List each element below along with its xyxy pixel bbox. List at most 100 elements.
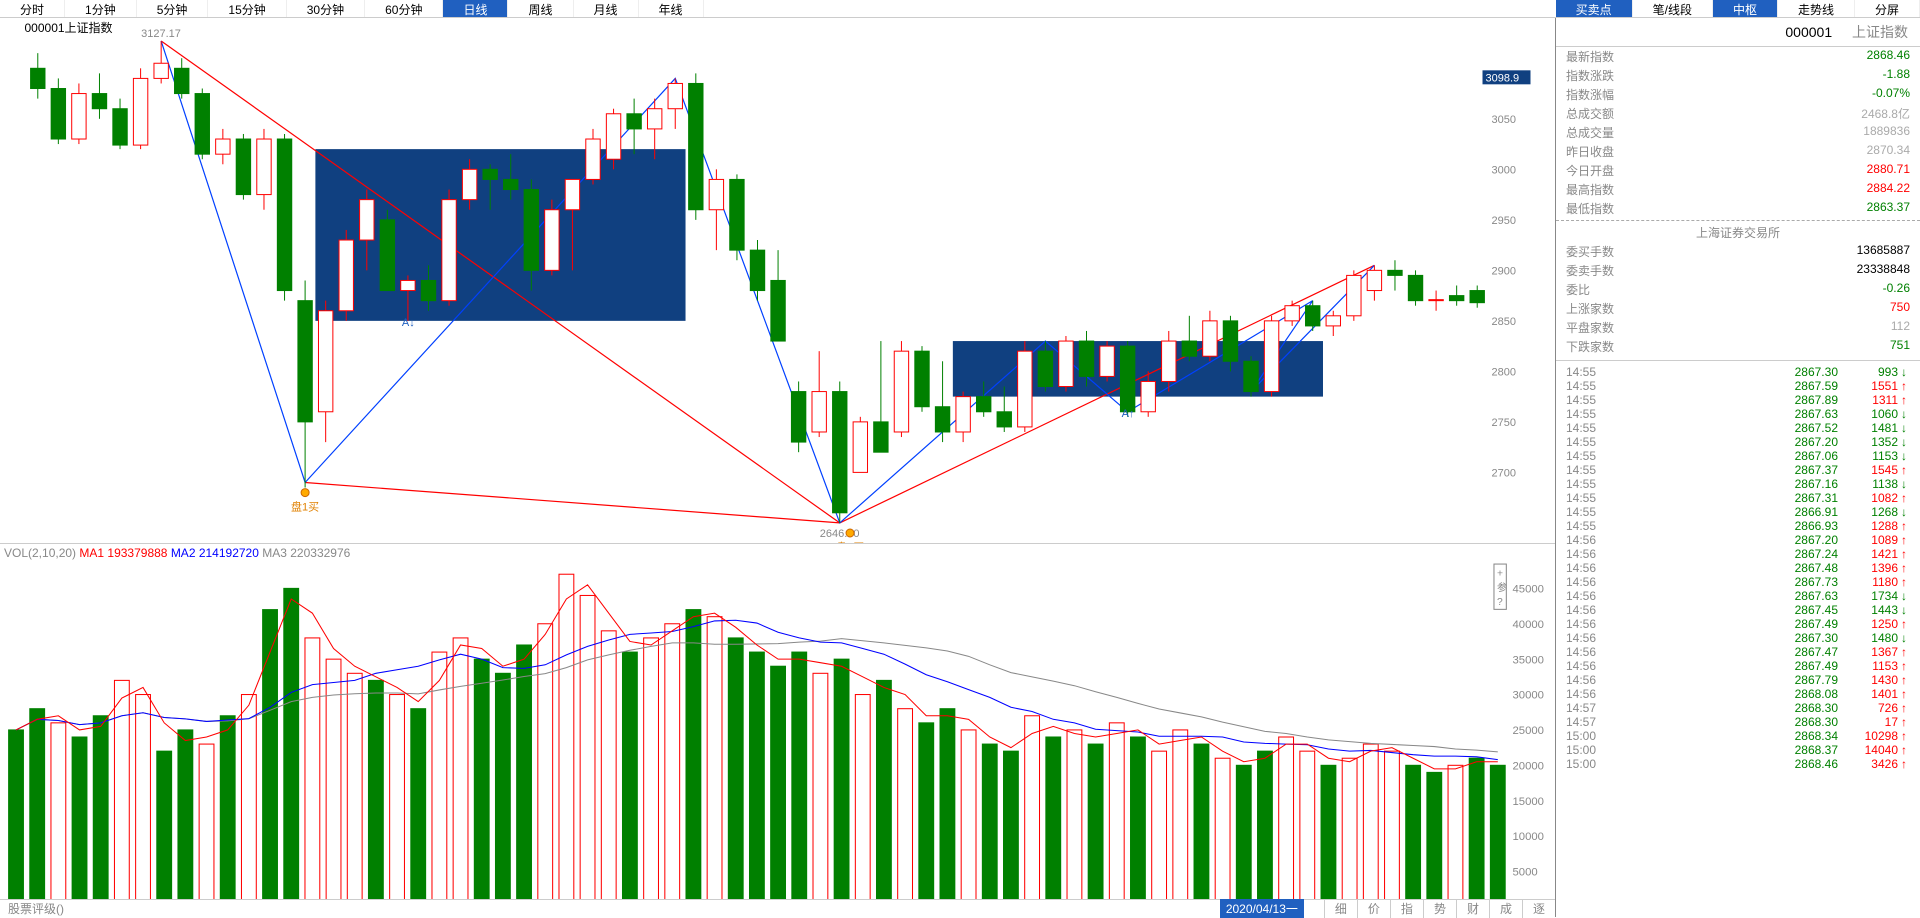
tick-row: 14:562867.491250↑	[1556, 617, 1920, 631]
svg-text:2850: 2850	[1492, 316, 1516, 328]
tick-row: 14:562867.301480↓	[1556, 631, 1920, 645]
overlay-2[interactable]: 中枢	[1713, 0, 1778, 17]
tick-row: 14:552867.311082↑	[1556, 491, 1920, 505]
tick-row: 14:562867.731180↑	[1556, 575, 1920, 589]
tick-row: 14:562867.201089↑	[1556, 533, 1920, 547]
bottom-tab-逐[interactable]: 逐	[1522, 899, 1555, 918]
period-年线[interactable]: 年线	[639, 0, 704, 17]
bottom-tab-成[interactable]: 成	[1489, 899, 1522, 918]
svg-text:3098.9: 3098.9	[1486, 72, 1520, 84]
candlestick-chart[interactable]: 000001上证指数 2700 2750 2800 2850 2900 2950 3000 30…	[0, 18, 1555, 543]
bottom-status-bar: 股票评级() 2020/04/13一 细价指势财成逐	[0, 899, 1555, 917]
period-1分钟[interactable]: 1分钟	[65, 0, 137, 17]
stock-code: 000001	[1785, 24, 1832, 40]
panel-header: 000001 上证指数	[1556, 18, 1920, 47]
tick-row: 14:552867.201352↓	[1556, 435, 1920, 449]
tick-row: 14:552866.931288↑	[1556, 519, 1920, 533]
tick-row: 15:002868.463426↑	[1556, 757, 1920, 771]
svg-text:3000: 3000	[1492, 164, 1516, 176]
stock-name: 上证指数	[1852, 24, 1908, 40]
svg-text:2800: 2800	[1492, 366, 1516, 378]
overlay-tabs: 买卖点笔/线段中枢走势线	[1556, 0, 1855, 17]
volume-chart[interactable]: VOL(2,10,20) MA1 193379888 MA2 214192720…	[0, 543, 1555, 913]
svg-text:2900: 2900	[1492, 265, 1516, 277]
overlay-0[interactable]: 买卖点	[1556, 0, 1633, 17]
chart-date: 2020/04/13一	[1220, 899, 1304, 918]
tick-row: 15:002868.3714040↑	[1556, 743, 1920, 757]
svg-text:3127.17: 3127.17	[141, 28, 181, 40]
period-月线[interactable]: 月线	[574, 0, 639, 17]
tick-row: 15:002868.3410298↑	[1556, 729, 1920, 743]
svg-text:000001上证指数: 000001上证指数	[25, 20, 113, 35]
tick-row: 14:562867.471367↑	[1556, 645, 1920, 659]
bottom-tabs: 细价指势财成逐	[1324, 899, 1555, 918]
info-row: 昨日收盘2870.34	[1556, 142, 1920, 161]
svg-text:20000: 20000	[1513, 760, 1544, 772]
bottom-tab-财[interactable]: 财	[1456, 899, 1489, 918]
info-row: 总成交量1889836	[1556, 123, 1920, 142]
svg-text:2700: 2700	[1492, 467, 1516, 479]
svg-text:A↑: A↑	[1122, 408, 1135, 420]
volume-header: VOL(2,10,20) MA1 193379888 MA2 214192720…	[0, 544, 1555, 562]
period-60分钟[interactable]: 60分钟	[365, 0, 443, 17]
tick-row: 14:562867.791430↑	[1556, 673, 1920, 687]
svg-text:参: 参	[1497, 581, 1507, 594]
quote-panel: 000001 上证指数 最新指数2868.46指数涨跌-1.88指数涨幅-0.0…	[1555, 18, 1920, 917]
info-row: 指数涨幅-0.07%	[1556, 85, 1920, 104]
info-row: 委卖手数23338848	[1556, 261, 1920, 280]
tick-row: 14:562867.631734↓	[1556, 589, 1920, 603]
svg-text:A↓: A↓	[402, 317, 415, 329]
period-日线[interactable]: 日线	[443, 0, 508, 17]
tick-row: 14:552867.161138↓	[1556, 477, 1920, 491]
info-row: 平盘家数112	[1556, 318, 1920, 337]
tick-row: 14:562868.081401↑	[1556, 687, 1920, 701]
bottom-tab-指[interactable]: 指	[1390, 899, 1423, 918]
tick-row: 14:572868.3017↑	[1556, 715, 1920, 729]
info-row: 最高指数2884.22	[1556, 180, 1920, 199]
svg-text:40000: 40000	[1513, 619, 1544, 631]
svg-text:35000: 35000	[1513, 654, 1544, 666]
bottom-tab-势[interactable]: 势	[1423, 899, 1456, 918]
tick-row: 14:552867.521481↓	[1556, 421, 1920, 435]
bottom-tab-细[interactable]: 细	[1324, 899, 1357, 918]
overlay-3[interactable]: 走势线	[1778, 0, 1855, 17]
info-row: 最低指数2863.37	[1556, 199, 1920, 218]
info-row: 指数涨跌-1.88	[1556, 66, 1920, 85]
split-button[interactable]: 分屏	[1855, 0, 1920, 17]
svg-text:2950: 2950	[1492, 215, 1516, 227]
period-tabs: 分时1分钟5分钟15分钟30分钟60分钟日线周线月线年线	[0, 0, 704, 17]
quote-info: 最新指数2868.46指数涨跌-1.88指数涨幅-0.07%总成交额2468.8…	[1556, 47, 1920, 356]
svg-text:25000: 25000	[1513, 725, 1544, 737]
bottom-tab-价[interactable]: 价	[1357, 899, 1390, 918]
tick-row: 14:562867.491153↑	[1556, 659, 1920, 673]
tick-row: 14:552867.061153↓	[1556, 449, 1920, 463]
tick-list[interactable]: 14:552867.30993↓14:552867.591551↑ 14:5528…	[1556, 360, 1920, 771]
timeframe-toolbar: 分时1分钟5分钟15分钟30分钟60分钟日线周线月线年线 买卖点笔/线段中枢走势…	[0, 0, 1920, 18]
tick-row: 14:562867.481396↑	[1556, 561, 1920, 575]
tick-row: 14:552866.911268↓	[1556, 505, 1920, 519]
info-row: 委比-0.26	[1556, 280, 1920, 299]
tick-row: 14:552867.30993↓	[1556, 365, 1920, 379]
chart-area: 000001上证指数 2700 2750 2800 2850 2900 2950 3000 30…	[0, 18, 1555, 917]
info-row: 总成交额2468.8亿	[1556, 104, 1920, 123]
svg-text:2750: 2750	[1492, 417, 1516, 429]
svg-text:+: +	[1497, 568, 1503, 579]
info-row: 下跌家数751	[1556, 337, 1920, 356]
tick-row: 14:552867.591551↑	[1556, 379, 1920, 393]
svg-text:45000: 45000	[1513, 583, 1544, 595]
svg-text:5000: 5000	[1513, 867, 1538, 879]
period-30分钟[interactable]: 30分钟	[287, 0, 365, 17]
tick-row: 14:552867.371545↑	[1556, 463, 1920, 477]
svg-text:盘1买: 盘1买	[291, 500, 319, 514]
tick-row: 14:562867.241421↑	[1556, 547, 1920, 561]
overlay-1[interactable]: 笔/线段	[1633, 0, 1713, 17]
svg-text:30000: 30000	[1513, 690, 1544, 702]
tick-row: 14:572868.30726↑	[1556, 701, 1920, 715]
period-周线[interactable]: 周线	[508, 0, 573, 17]
period-5分钟[interactable]: 5分钟	[137, 0, 209, 17]
svg-text:3050: 3050	[1492, 114, 1516, 126]
info-row: 最新指数2868.46	[1556, 47, 1920, 66]
period-分时[interactable]: 分时	[0, 0, 65, 17]
period-15分钟[interactable]: 15分钟	[208, 0, 286, 17]
svg-text:?: ?	[1497, 597, 1503, 608]
